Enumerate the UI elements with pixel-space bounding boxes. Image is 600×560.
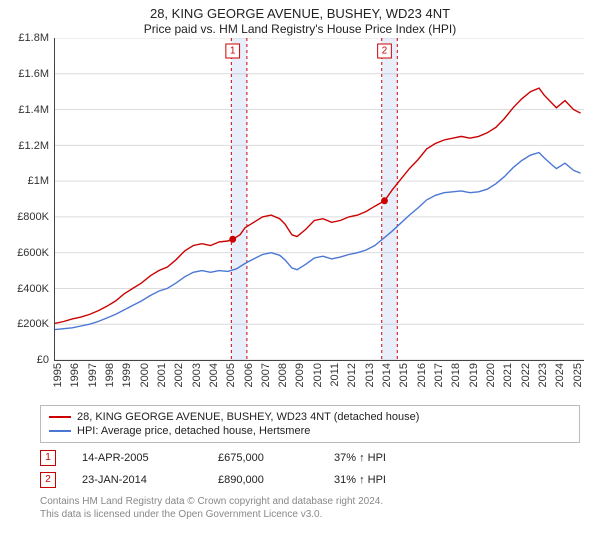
footer-line-1: Contains HM Land Registry data © Crown c…	[40, 495, 580, 508]
transaction-marker: 1	[40, 450, 56, 466]
chart-svg: 12	[55, 38, 584, 360]
transaction-date: 14-APR-2005	[82, 452, 192, 464]
legend-label: HPI: Average price, detached house, Hert…	[77, 425, 310, 437]
legend-label: 28, KING GEORGE AVENUE, BUSHEY, WD23 4NT…	[77, 411, 419, 423]
footer-line-2: This data is licensed under the Open Gov…	[40, 508, 580, 521]
legend-swatch	[49, 430, 71, 432]
legend-swatch	[49, 416, 71, 418]
legend-item: 28, KING GEORGE AVENUE, BUSHEY, WD23 4NT…	[49, 410, 571, 424]
transaction-row: 2 23-JAN-2014 £890,000 31% ↑ HPI	[40, 469, 580, 491]
chart-subtitle: Price paid vs. HM Land Registry's House …	[10, 22, 590, 36]
legend-item: HPI: Average price, detached house, Hert…	[49, 424, 571, 438]
transaction-table: 1 14-APR-2005 £675,000 37% ↑ HPI 2 23-JAN-201…	[40, 447, 580, 491]
transaction-price: £890,000	[218, 474, 308, 486]
transaction-date: 23-JAN-2014	[82, 474, 192, 486]
transaction-delta: 31% ↑ HPI	[334, 474, 386, 486]
chart-plot-area: £0£200K£400K£600K£800K£1M£1.2M£1.4M£1.6M…	[54, 38, 584, 361]
chart-title: 28, KING GEORGE AVENUE, BUSHEY, WD23 4NT	[10, 6, 590, 22]
x-axis-labels: 1995199619971998199920002001200220032004…	[54, 361, 584, 401]
transaction-delta: 37% ↑ HPI	[334, 452, 386, 464]
transaction-marker: 2	[40, 472, 56, 488]
footer-attribution: Contains HM Land Registry data © Crown c…	[40, 495, 580, 521]
transaction-price: £675,000	[218, 452, 308, 464]
svg-text:1: 1	[230, 46, 236, 57]
y-axis-labels: £0£200K£400K£600K£800K£1M£1.2M£1.4M£1.6M…	[11, 38, 51, 360]
transaction-row: 1 14-APR-2005 £675,000 37% ↑ HPI	[40, 447, 580, 469]
svg-text:2: 2	[382, 46, 387, 57]
legend: 28, KING GEORGE AVENUE, BUSHEY, WD23 4NT…	[40, 405, 580, 443]
